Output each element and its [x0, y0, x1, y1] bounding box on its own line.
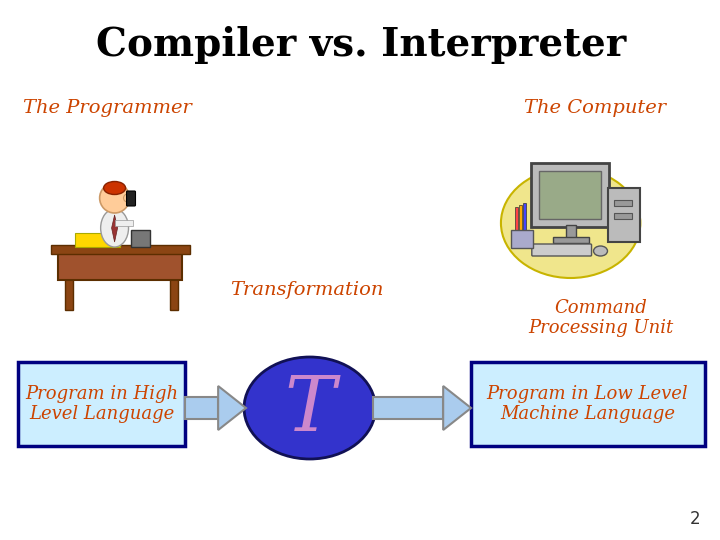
FancyBboxPatch shape	[171, 278, 179, 310]
Ellipse shape	[244, 357, 375, 459]
FancyBboxPatch shape	[185, 397, 218, 419]
FancyBboxPatch shape	[511, 230, 533, 248]
FancyBboxPatch shape	[471, 362, 705, 446]
FancyBboxPatch shape	[532, 244, 592, 256]
Text: Program in High
Level Language: Program in High Level Language	[25, 384, 179, 423]
Text: Command
Processing Unit: Command Processing Unit	[528, 299, 673, 338]
FancyBboxPatch shape	[519, 205, 522, 233]
Ellipse shape	[104, 181, 125, 194]
FancyBboxPatch shape	[65, 278, 73, 310]
FancyBboxPatch shape	[608, 188, 640, 242]
FancyBboxPatch shape	[614, 213, 632, 219]
FancyBboxPatch shape	[614, 200, 632, 206]
Polygon shape	[112, 215, 117, 242]
FancyBboxPatch shape	[58, 252, 182, 280]
Text: Compiler vs. Interpreter: Compiler vs. Interpreter	[96, 26, 626, 64]
FancyBboxPatch shape	[18, 362, 185, 446]
Text: The Computer: The Computer	[524, 99, 667, 117]
Ellipse shape	[593, 246, 608, 256]
FancyBboxPatch shape	[51, 245, 190, 254]
Text: Transformation: Transformation	[230, 281, 384, 299]
FancyBboxPatch shape	[523, 203, 526, 231]
Circle shape	[124, 194, 132, 202]
Ellipse shape	[501, 168, 640, 278]
FancyBboxPatch shape	[75, 233, 120, 247]
FancyBboxPatch shape	[539, 171, 600, 219]
Ellipse shape	[101, 209, 129, 247]
FancyBboxPatch shape	[515, 207, 518, 235]
FancyBboxPatch shape	[553, 237, 588, 243]
Text: 2: 2	[690, 510, 700, 528]
Circle shape	[99, 183, 130, 213]
FancyBboxPatch shape	[374, 397, 444, 419]
Text: The Programmer: The Programmer	[23, 99, 192, 117]
FancyBboxPatch shape	[566, 225, 575, 239]
FancyBboxPatch shape	[531, 163, 609, 227]
Text: Program in Low Level
Machine Language: Program in Low Level Machine Language	[487, 384, 688, 423]
FancyBboxPatch shape	[114, 220, 132, 226]
FancyBboxPatch shape	[127, 191, 135, 206]
Text: T: T	[284, 373, 336, 447]
Polygon shape	[218, 386, 246, 430]
FancyBboxPatch shape	[130, 230, 150, 247]
Polygon shape	[444, 386, 471, 430]
